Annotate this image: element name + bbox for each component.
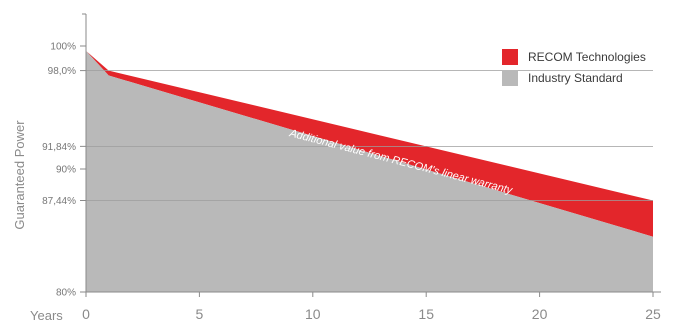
legend-label-industry: Industry Standard bbox=[528, 71, 623, 85]
y-axis-ticks: 100% 98,0% 91,84% 90% 87,44% 80% bbox=[42, 42, 86, 299]
legend-swatch-industry bbox=[502, 70, 518, 86]
y-tick-label: 98,0% bbox=[48, 66, 76, 77]
gridlines bbox=[86, 70, 653, 201]
axes bbox=[82, 13, 661, 293]
y-tick-label: 100% bbox=[50, 42, 76, 53]
x-tick-label: 0 bbox=[82, 306, 90, 322]
x-tick-label: 10 bbox=[305, 306, 321, 322]
series-fills bbox=[86, 50, 653, 293]
x-tick-label: 15 bbox=[418, 306, 434, 322]
y-axis-title: Guaranteed Power bbox=[12, 120, 27, 230]
legend-label-recom: RECOM Technologies bbox=[528, 50, 646, 64]
series-area-recom bbox=[86, 50, 653, 237]
legend: RECOM Technologies Industry Standard bbox=[502, 49, 646, 86]
y-tick-label: 87,44% bbox=[42, 196, 76, 207]
legend-swatch-recom bbox=[502, 49, 518, 65]
y-tick-label: 91,84% bbox=[42, 142, 76, 153]
x-tick-label: 25 bbox=[645, 306, 661, 322]
x-tick-label: 5 bbox=[196, 306, 204, 322]
y-tick-label: 90% bbox=[56, 165, 76, 176]
y-tick-label: 80% bbox=[56, 288, 76, 299]
series-area-industry bbox=[86, 50, 653, 293]
x-tick-label: 20 bbox=[532, 306, 548, 322]
x-axis-ticks: 0 5 10 15 20 25 bbox=[82, 292, 661, 322]
x-axis-title: Years bbox=[30, 308, 63, 322]
